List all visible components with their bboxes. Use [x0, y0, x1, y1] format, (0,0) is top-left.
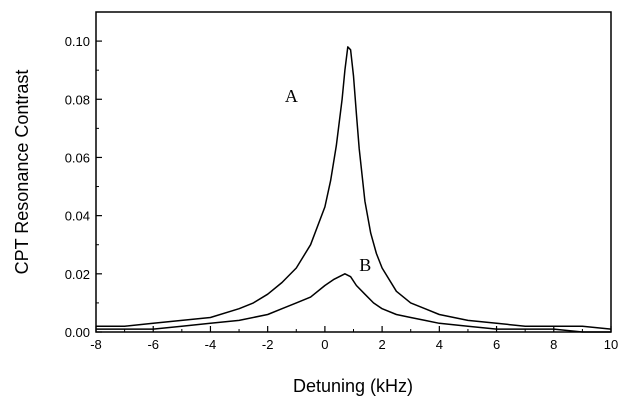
x-tick-label: 4	[436, 337, 443, 352]
x-tick-label: 2	[378, 337, 385, 352]
x-tick-label: 6	[493, 337, 500, 352]
x-tick-label: -2	[262, 337, 274, 352]
x-axis-label: Detuning (kHz)	[293, 376, 413, 396]
series-line-a	[96, 46, 612, 330]
x-tick-label: 10	[604, 337, 618, 352]
y-tick-label: 0.08	[65, 92, 90, 107]
x-tick-label: -6	[147, 337, 159, 352]
series-label-b: B	[359, 255, 371, 275]
series-line-b	[96, 273, 611, 333]
series-layer: AB	[96, 46, 612, 333]
plot-frame	[95, 11, 612, 333]
x-tick-label: -8	[90, 337, 102, 352]
series-label-a: A	[285, 86, 298, 106]
y-axis-label: CPT Resonance Contrast	[12, 70, 32, 275]
x-tick-label: -4	[205, 337, 217, 352]
y-tick-label: 0.02	[65, 267, 90, 282]
x-tick-label: 8	[550, 337, 557, 352]
y-axis-ticks: 0.00 0.02 0.04 0.06 0.08 0.10	[65, 34, 102, 340]
y-tick-label: 0.00	[65, 325, 90, 340]
x-tick-label: 0	[321, 337, 328, 352]
y-tick-label: 0.10	[65, 34, 90, 49]
y-tick-label: 0.04	[65, 209, 90, 224]
y-tick-label: 0.06	[65, 150, 90, 165]
x-axis-ticks: -8 -6 -4 -2 0 2 4 6 8 10	[90, 326, 618, 352]
